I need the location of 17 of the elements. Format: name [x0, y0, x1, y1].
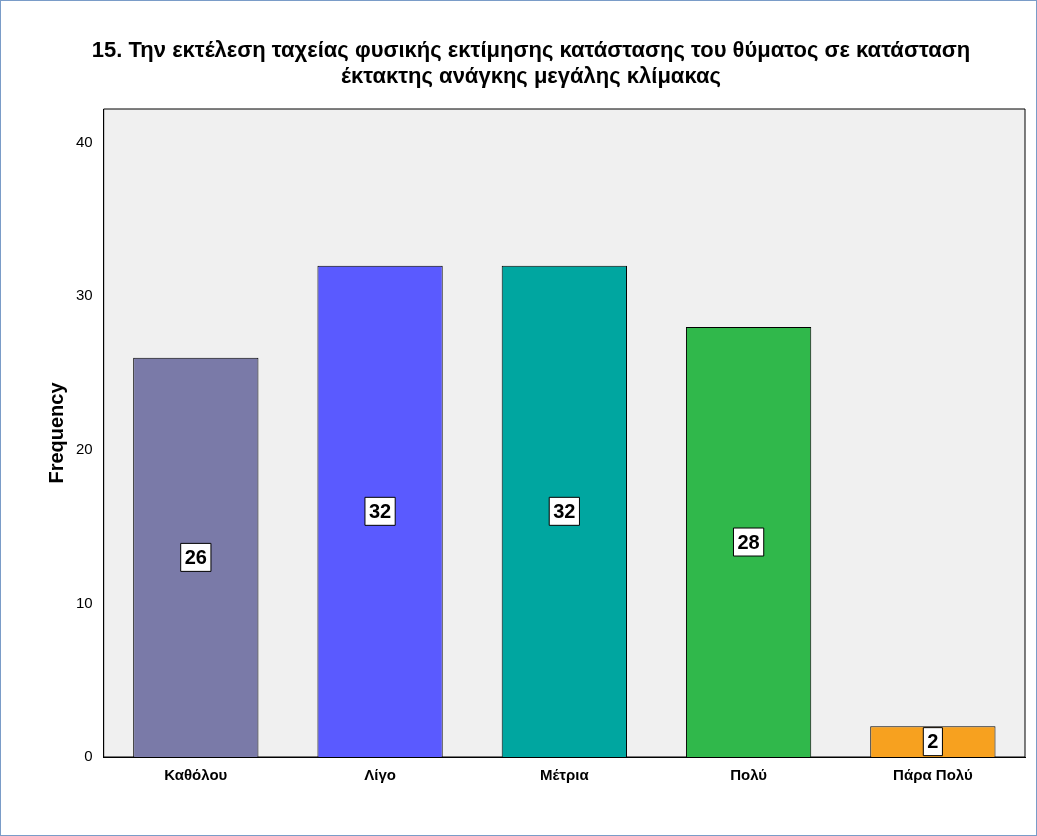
data-label: 32 — [368, 499, 392, 522]
y-tick-label: 0 — [84, 747, 93, 765]
x-tick-label: Καθόλου — [164, 766, 228, 784]
data-label: 32 — [553, 499, 576, 522]
x-tick-label: Λίγο — [364, 766, 396, 784]
y-axis-title: Frequency — [44, 381, 67, 484]
y-tick-label: 40 — [76, 132, 93, 150]
x-tick-label: Μέτρια — [540, 766, 590, 784]
data-label: 26 — [184, 545, 207, 568]
x-tick-label: Πολύ — [730, 766, 768, 784]
y-tick-label: 20 — [76, 440, 93, 458]
y-tick-label: 10 — [76, 593, 93, 611]
chart-title: 15. Την εκτέλεση ταχείας φυσικής εκτίμησης κατάστασης του θύματος σε κατάσταση έκτακτης ανάγκης μεγάλης κλίμακας — [90, 37, 972, 89]
data-label: 2 — [927, 730, 939, 753]
x-tick-label: Πάρα Πολύ — [893, 766, 973, 784]
y-tick-label: 30 — [76, 286, 93, 304]
data-label: 28 — [737, 530, 760, 553]
